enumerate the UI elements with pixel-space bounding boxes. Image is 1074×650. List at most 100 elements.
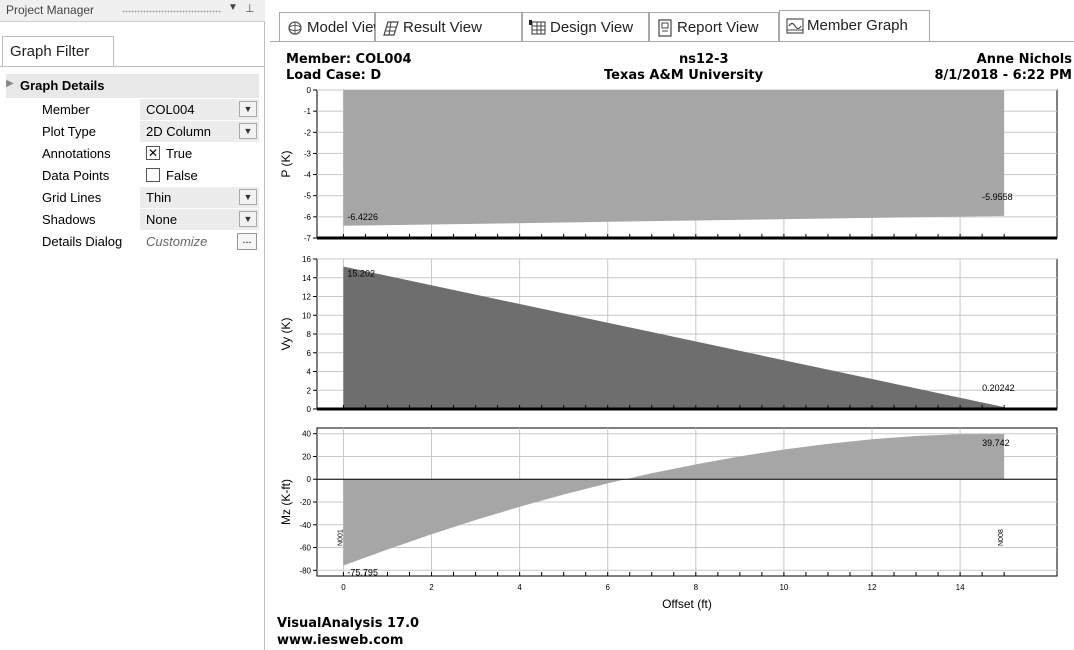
x-tick-label: 12 bbox=[868, 583, 877, 592]
property-value: COL004 bbox=[146, 102, 195, 117]
x-tick-label: 8 bbox=[694, 583, 699, 592]
report-view-icon bbox=[656, 19, 674, 37]
tab-design-view[interactable]: Design View bbox=[522, 12, 649, 42]
x-axis-label: Offset (ft) bbox=[662, 597, 712, 611]
value-annotation: 39.742 bbox=[982, 438, 1010, 448]
project-manager-title: Project Manager bbox=[6, 3, 95, 17]
y-tick-label: -60 bbox=[299, 544, 311, 553]
website-url: www.iesweb.com bbox=[277, 633, 404, 648]
tab-label: Report View bbox=[677, 19, 759, 36]
tab-model-view[interactable]: Model View bbox=[279, 12, 384, 42]
y-tick-label: 14 bbox=[302, 274, 311, 283]
data-area bbox=[343, 266, 1005, 409]
expand-arrow-icon[interactable]: ▶ bbox=[6, 78, 14, 89]
property-row-grid-lines: Grid Lines Thin ▼ bbox=[6, 187, 259, 209]
property-name: Data Points bbox=[42, 168, 110, 183]
checkbox-icon[interactable] bbox=[146, 168, 160, 182]
property-row-plot-type: Plot Type 2D Column ▼ bbox=[6, 121, 259, 143]
dropdown-arrow-icon[interactable]: ▼ bbox=[239, 189, 257, 205]
x-tick-label: 2 bbox=[429, 583, 434, 592]
chart-canvas: 0 -1 -2 -3 -4 -5 -6 -7 -6.4226 -5.9558 P (K) 16 14 12… bbox=[279, 86, 1058, 611]
dropdown-arrow-icon[interactable]: ▼ bbox=[239, 211, 257, 227]
x-tick-label: 4 bbox=[517, 583, 522, 592]
property-dropdown[interactable]: Thin ▼ bbox=[140, 187, 259, 208]
project-name: ns12-3 bbox=[679, 52, 729, 67]
property-checkbox[interactable]: False bbox=[140, 165, 259, 186]
checkbox-label: False bbox=[166, 168, 198, 183]
y-tick-label: 16 bbox=[302, 255, 311, 264]
project-manager-header[interactable]: Project Manager ▼ ⊥ bbox=[0, 0, 265, 22]
property-value: None bbox=[146, 212, 178, 227]
y-tick-label: -20 bbox=[299, 498, 311, 507]
property-value: Customize bbox=[146, 234, 208, 249]
y-tick-label: 20 bbox=[302, 452, 311, 461]
y-tick-label: 0 bbox=[307, 86, 312, 95]
property-row-member: Member COL004 ▼ bbox=[6, 99, 259, 121]
member-graph: Member: COL004 Load Case: D ns12-3 Texas… bbox=[270, 48, 1074, 650]
property-name: Annotations bbox=[42, 146, 111, 161]
property-dropdown[interactable]: None ▼ bbox=[140, 209, 259, 230]
data-area bbox=[343, 433, 1005, 566]
node-label: N001 bbox=[337, 529, 344, 546]
y-axis-label: P (K) bbox=[279, 150, 293, 177]
y-tick-label: -6 bbox=[304, 213, 312, 222]
result-view-icon bbox=[382, 19, 400, 37]
product-name: VisualAnalysis 17.0 bbox=[277, 616, 420, 631]
property-dropdown[interactable]: 2D Column ▼ bbox=[140, 121, 259, 142]
y-tick-label: -7 bbox=[304, 234, 312, 243]
y-tick-label: 12 bbox=[302, 293, 311, 302]
tab-label: Member Graph bbox=[807, 17, 908, 34]
tab-label: Model View bbox=[307, 19, 385, 36]
divider bbox=[0, 66, 265, 67]
value-annotation: -6.4226 bbox=[347, 212, 378, 222]
details-dialog-button[interactable]: ... bbox=[237, 233, 257, 250]
y-tick-label: 0 bbox=[307, 475, 312, 484]
view-tabs: Model View Result View Design View Report V… bbox=[270, 0, 1074, 42]
property-row-data-points: Data Points False bbox=[6, 165, 259, 187]
property-name: Shadows bbox=[42, 212, 96, 227]
tab-graph-filter-label: Graph Filter bbox=[10, 43, 90, 60]
y-tick-label: -2 bbox=[304, 128, 312, 137]
y-tick-label: 8 bbox=[307, 330, 312, 339]
checkbox-label: True bbox=[166, 146, 193, 161]
y-tick-label: 2 bbox=[307, 386, 312, 395]
dropdown-arrow-icon[interactable]: ▼ bbox=[239, 123, 257, 139]
property-dropdown[interactable]: COL004 ▼ bbox=[140, 99, 259, 120]
panel-menu-icon[interactable]: ▼ bbox=[228, 2, 238, 13]
author-name: Anne Nichols bbox=[976, 52, 1072, 67]
y-axis-label: Mz (K-ft) bbox=[279, 479, 293, 525]
x-tick-label: 0 bbox=[341, 583, 346, 592]
panel-grip[interactable] bbox=[122, 10, 222, 13]
member-label: Member: COL004 bbox=[286, 52, 412, 67]
y-tick-label: 40 bbox=[302, 430, 311, 439]
property-name: Member bbox=[42, 102, 90, 117]
property-row-details-dialog: Details Dialog Customize... bbox=[6, 231, 259, 253]
tab-report-view[interactable]: Report View bbox=[649, 12, 779, 42]
member-graph-icon bbox=[786, 17, 804, 35]
y-tick-label: 4 bbox=[307, 368, 312, 377]
dropdown-arrow-icon[interactable]: ▼ bbox=[239, 101, 257, 117]
x-tick-label: 14 bbox=[956, 583, 965, 592]
tab-graph-filter[interactable]: Graph Filter bbox=[2, 36, 114, 66]
project-manager-panel: Project Manager ▼ ⊥ Graph Filter ▶ Graph… bbox=[0, 0, 265, 650]
graph-details-section[interactable]: ▶ Graph Details bbox=[6, 74, 259, 98]
value-annotation: 15.202 bbox=[347, 268, 375, 278]
tab-result-view[interactable]: Result View bbox=[375, 12, 522, 42]
pin-icon[interactable]: ⊥ bbox=[245, 3, 255, 15]
x-tick-label: 6 bbox=[605, 583, 610, 592]
tab-member-graph[interactable]: Member Graph bbox=[779, 10, 930, 42]
model-view-icon bbox=[286, 19, 304, 37]
member-graph-area: Model View Result View Design View Report V… bbox=[270, 0, 1074, 650]
value-annotation: -5.9558 bbox=[982, 192, 1013, 202]
y-tick-label: -4 bbox=[304, 171, 312, 180]
y-tick-label: -1 bbox=[304, 107, 312, 116]
property-checkbox[interactable]: ✕ True bbox=[140, 143, 259, 164]
property-name: Details Dialog bbox=[42, 234, 123, 249]
checkbox-icon[interactable]: ✕ bbox=[146, 146, 160, 160]
property-row-annotations: Annotations ✕ True bbox=[6, 143, 259, 165]
property-value: Thin bbox=[146, 190, 172, 205]
y-tick-label: 0 bbox=[307, 405, 312, 414]
node-label: N008 bbox=[998, 529, 1005, 546]
property-customize[interactable]: Customize... bbox=[140, 231, 259, 252]
property-value: 2D Column bbox=[146, 124, 212, 139]
